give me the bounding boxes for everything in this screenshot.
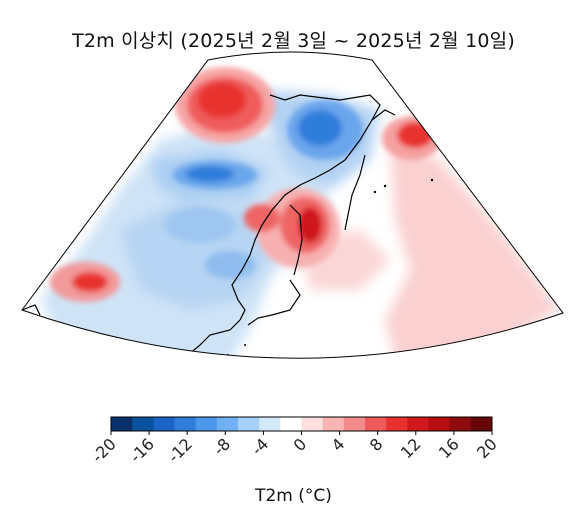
- colorbar-segment: [280, 417, 302, 431]
- map-title: T2m 이상치 (2025년 2월 3일 ~ 2025년 2월 10일): [72, 30, 515, 52]
- colorbar-tick-label: -4: [248, 434, 273, 459]
- colorbar-segment: [174, 417, 197, 431]
- colorbar-tick-label: 8: [366, 434, 387, 455]
- colorbar-tick-label: 4: [328, 434, 349, 455]
- colorbar-label: T2m (°C): [255, 486, 332, 506]
- colorbar-segment: [195, 417, 218, 431]
- colorbar-tick-label: 20: [473, 434, 501, 462]
- colorbar-segment: [322, 417, 345, 431]
- colorbar-tick-label: -12: [164, 434, 196, 466]
- colorbar-segment: [238, 417, 260, 431]
- colorbar-segment: [153, 417, 175, 431]
- colorbar-tick-label: 0: [290, 434, 311, 455]
- colorbar-segment: [259, 417, 281, 431]
- map-frame: [21, 51, 564, 359]
- colorbar-segment: [407, 417, 429, 431]
- colorbar-tick-label: 12: [397, 434, 425, 462]
- colorbar-segment: [386, 417, 408, 431]
- colorbar-segment: [428, 417, 451, 431]
- colorbar-segment: [216, 417, 239, 431]
- colorbar-segment: [111, 417, 133, 431]
- colorbar-segment: [301, 417, 324, 431]
- colorbar-segment: [365, 417, 387, 431]
- colorbar-segment: [343, 417, 366, 431]
- colorbar-segment: [132, 417, 154, 431]
- colorbar-tick-label: -20: [88, 434, 120, 466]
- colorbar: -20 -16 -12 -8 -4 0 4 8 12 16 20: [88, 416, 501, 466]
- colorbar-tick-label: -16: [126, 434, 158, 466]
- colorbar-segment: [449, 417, 472, 431]
- colorbar-segment: [470, 417, 493, 431]
- colorbar-tick-label: 16: [435, 434, 463, 462]
- colorbar-tick-label: -8: [209, 434, 234, 459]
